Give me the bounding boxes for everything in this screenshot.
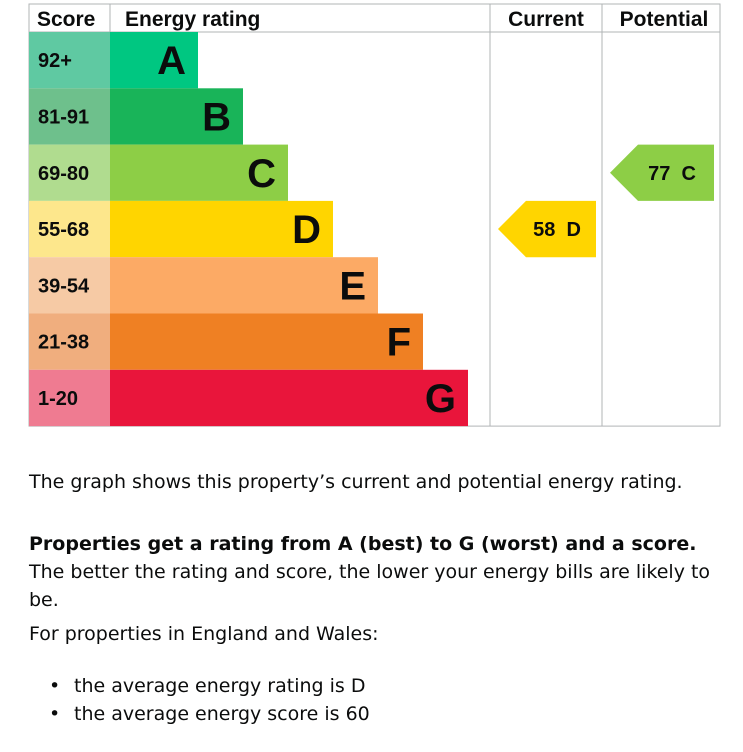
rating-letter-f: F xyxy=(387,321,411,365)
rating-bar-e xyxy=(110,257,378,314)
current-arrow xyxy=(498,200,596,258)
rating-bar-d xyxy=(110,200,333,258)
intro-text: The graph shows this property’s current … xyxy=(29,471,683,493)
current-rating-label: 58 D xyxy=(533,219,581,241)
rating-explanation-rest: The better the rating and score, the low… xyxy=(29,561,711,611)
score-label-e: 39-54 xyxy=(38,275,90,297)
potential-rating-label: 77 C xyxy=(648,163,696,185)
header-current: Current xyxy=(508,8,584,31)
rating-bar-a xyxy=(110,32,198,89)
potential-arrow xyxy=(610,144,714,201)
score-cell-e xyxy=(29,257,110,314)
rating-bar-c xyxy=(110,144,288,201)
header-potential: Potential xyxy=(620,8,709,31)
average-score-item: the average energy score is 60 xyxy=(29,700,370,728)
rating-bar-b xyxy=(110,88,243,145)
rating-letter-e: E xyxy=(339,264,366,308)
rating-explanation: Properties get a rating from A (best) to… xyxy=(29,530,729,614)
score-cell-b xyxy=(29,88,110,145)
rating-letter-g: G xyxy=(425,377,456,421)
rating-letter-a: A xyxy=(157,39,186,83)
rating-letter-d: D xyxy=(292,208,321,252)
score-label-g: 1-20 xyxy=(38,388,78,410)
score-cell-a xyxy=(29,32,110,89)
rating-letter-b: B xyxy=(202,95,231,139)
region-text: For properties in England and Wales: xyxy=(29,623,379,645)
average-rating-item: the average energy rating is D xyxy=(29,672,370,700)
score-label-d: 55-68 xyxy=(38,219,89,241)
score-label-a: 92+ xyxy=(38,50,72,72)
chart-grid xyxy=(28,3,721,427)
rating-letter-c: C xyxy=(247,152,276,196)
score-label-b: 81-91 xyxy=(38,106,89,128)
score-label-f: 21-38 xyxy=(38,332,89,354)
energy-rating-chart: 92+ A81-91 B69-80 C55-68 D39-54 E21-38 F1-20 G … xyxy=(28,3,721,427)
rating-bar-g xyxy=(110,369,468,427)
rating-explanation-bold: Properties get a rating from A (best) to… xyxy=(29,533,697,555)
score-label-c: 69-80 xyxy=(38,163,89,185)
score-cell-c xyxy=(29,144,110,201)
score-cell-d xyxy=(29,200,110,258)
header-energy-rating: Energy rating xyxy=(125,8,260,31)
average-list: the average energy rating is D the avera… xyxy=(29,672,370,728)
rating-bar-f xyxy=(110,313,423,370)
header-score: Score xyxy=(37,8,95,31)
rating-arrows: 58 D 77 C xyxy=(498,144,714,258)
rating-bands: 92+ A 81-91 B 69-80 C 55-68 D 39-54 E 21-38 F 1-20 G xyxy=(29,32,468,427)
score-cell-g xyxy=(29,369,110,427)
score-cell-f xyxy=(29,313,110,370)
